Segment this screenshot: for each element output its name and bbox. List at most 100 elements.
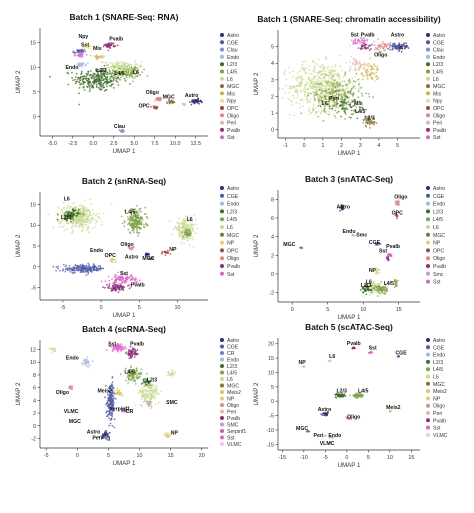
- scatter-point: [81, 223, 84, 226]
- scatter-point: [332, 83, 335, 85]
- scatter-point: [131, 229, 134, 232]
- scatter-point: [373, 44, 376, 46]
- scatter-point: [314, 89, 316, 91]
- y-tick-label: 0: [33, 114, 36, 120]
- cluster-label: Oligo: [56, 390, 69, 396]
- legend: AstroCGEClauEndoL2/3L4/5L6MGCMisNpyOPCOl…: [426, 33, 446, 141]
- scatter-point: [111, 350, 114, 352]
- legend-label: Pvalb: [433, 128, 446, 134]
- scatter-point: [342, 85, 344, 87]
- scatter-point: [121, 280, 124, 283]
- scatter-point: [133, 350, 135, 353]
- scatter-point: [327, 69, 330, 72]
- scatter-point: [74, 271, 76, 274]
- scatter-point: [113, 276, 116, 279]
- scatter-point: [342, 207, 345, 210]
- scatter-point: [78, 208, 80, 211]
- scatter-point: [339, 54, 342, 57]
- scatter-point: [383, 45, 385, 48]
- scatter-point: [341, 80, 344, 82]
- scatter-point: [82, 268, 85, 270]
- scatter-point: [365, 69, 368, 71]
- scatter-point: [333, 72, 336, 75]
- scatter-point: [194, 232, 197, 235]
- scatter-point: [369, 64, 372, 67]
- scatter-points: [48, 342, 177, 441]
- scatter-point: [100, 72, 102, 75]
- legend: AstroCGECREndoL2/3L4/5L6MGCMeis2NPOligoP…: [220, 338, 246, 448]
- scatter-point: [104, 43, 107, 46]
- scatter-point: [169, 253, 172, 256]
- scatter-point: [61, 269, 64, 272]
- scatter-point: [97, 265, 100, 268]
- scatter-point: [119, 343, 121, 346]
- scatter-point: [332, 84, 334, 87]
- legend-label: OPC: [433, 106, 444, 112]
- scatter-point: [377, 283, 379, 285]
- scatter-point: [93, 267, 95, 270]
- legend-marker: [220, 76, 224, 81]
- y-tick-label: 0: [271, 272, 274, 278]
- scatter-point: [146, 75, 149, 77]
- legend-marker: [220, 248, 224, 253]
- scatter-point: [98, 86, 100, 89]
- scatter-points: [47, 198, 199, 294]
- scatter-point: [134, 65, 136, 68]
- cluster-label: Pvalb: [386, 244, 400, 250]
- scatter-point: [111, 278, 113, 280]
- scatter-point: [306, 81, 309, 84]
- scatter-point: [166, 249, 169, 252]
- legend-label: L4/5: [227, 371, 237, 377]
- scatter-point: [320, 82, 322, 85]
- scatter-point: [118, 78, 121, 81]
- scatter-point: [130, 212, 133, 215]
- scatter-point: [334, 97, 337, 100]
- legend-label: Smc: [433, 272, 444, 278]
- scatter-point: [308, 92, 310, 95]
- scatter-point: [96, 85, 98, 87]
- cluster-label: L6: [366, 279, 372, 285]
- scatter-point: [148, 389, 151, 392]
- scatter-point: [134, 383, 137, 385]
- scatter-point: [87, 362, 90, 364]
- scatter-point: [91, 217, 93, 220]
- scatter-point: [183, 242, 185, 245]
- scatter-point: [399, 45, 402, 48]
- scatter-point: [376, 272, 378, 275]
- scatter-point: [128, 350, 131, 352]
- scatter-point: [149, 401, 152, 404]
- scatter-point: [82, 220, 85, 223]
- scatter-point: [69, 215, 72, 217]
- scatter-point: [127, 228, 130, 231]
- scatter-point: [186, 239, 189, 242]
- scatter-point: [319, 102, 322, 105]
- scatter-point: [192, 245, 195, 248]
- scatter-point: [86, 216, 89, 219]
- scatter-point: [312, 103, 315, 106]
- scatter-point: [372, 96, 375, 99]
- scatter-point: [135, 367, 138, 370]
- legend-marker: [426, 127, 430, 132]
- cluster-label: L6: [187, 217, 193, 223]
- scatter-point: [150, 390, 153, 393]
- scatter-point: [319, 105, 322, 107]
- scatter-point: [327, 79, 329, 82]
- scatter-point: [124, 79, 127, 82]
- scatter-point: [117, 291, 120, 294]
- scatter-point: [134, 208, 137, 211]
- scatter-point: [363, 67, 366, 69]
- y-axis-label: UMAP 2: [253, 382, 260, 405]
- scatter-point: [188, 237, 190, 240]
- scatter-point: [383, 290, 386, 293]
- scatter-point: [76, 212, 79, 215]
- scatter-point: [303, 84, 306, 86]
- scatter-point: [296, 72, 299, 74]
- scatter-point: [105, 83, 108, 86]
- scatter-point: [77, 49, 80, 51]
- scatter-point: [365, 122, 367, 124]
- scatter-point: [347, 92, 350, 95]
- scatter-point: [110, 85, 113, 87]
- scatter-point: [82, 226, 85, 229]
- scatter-point: [102, 72, 105, 75]
